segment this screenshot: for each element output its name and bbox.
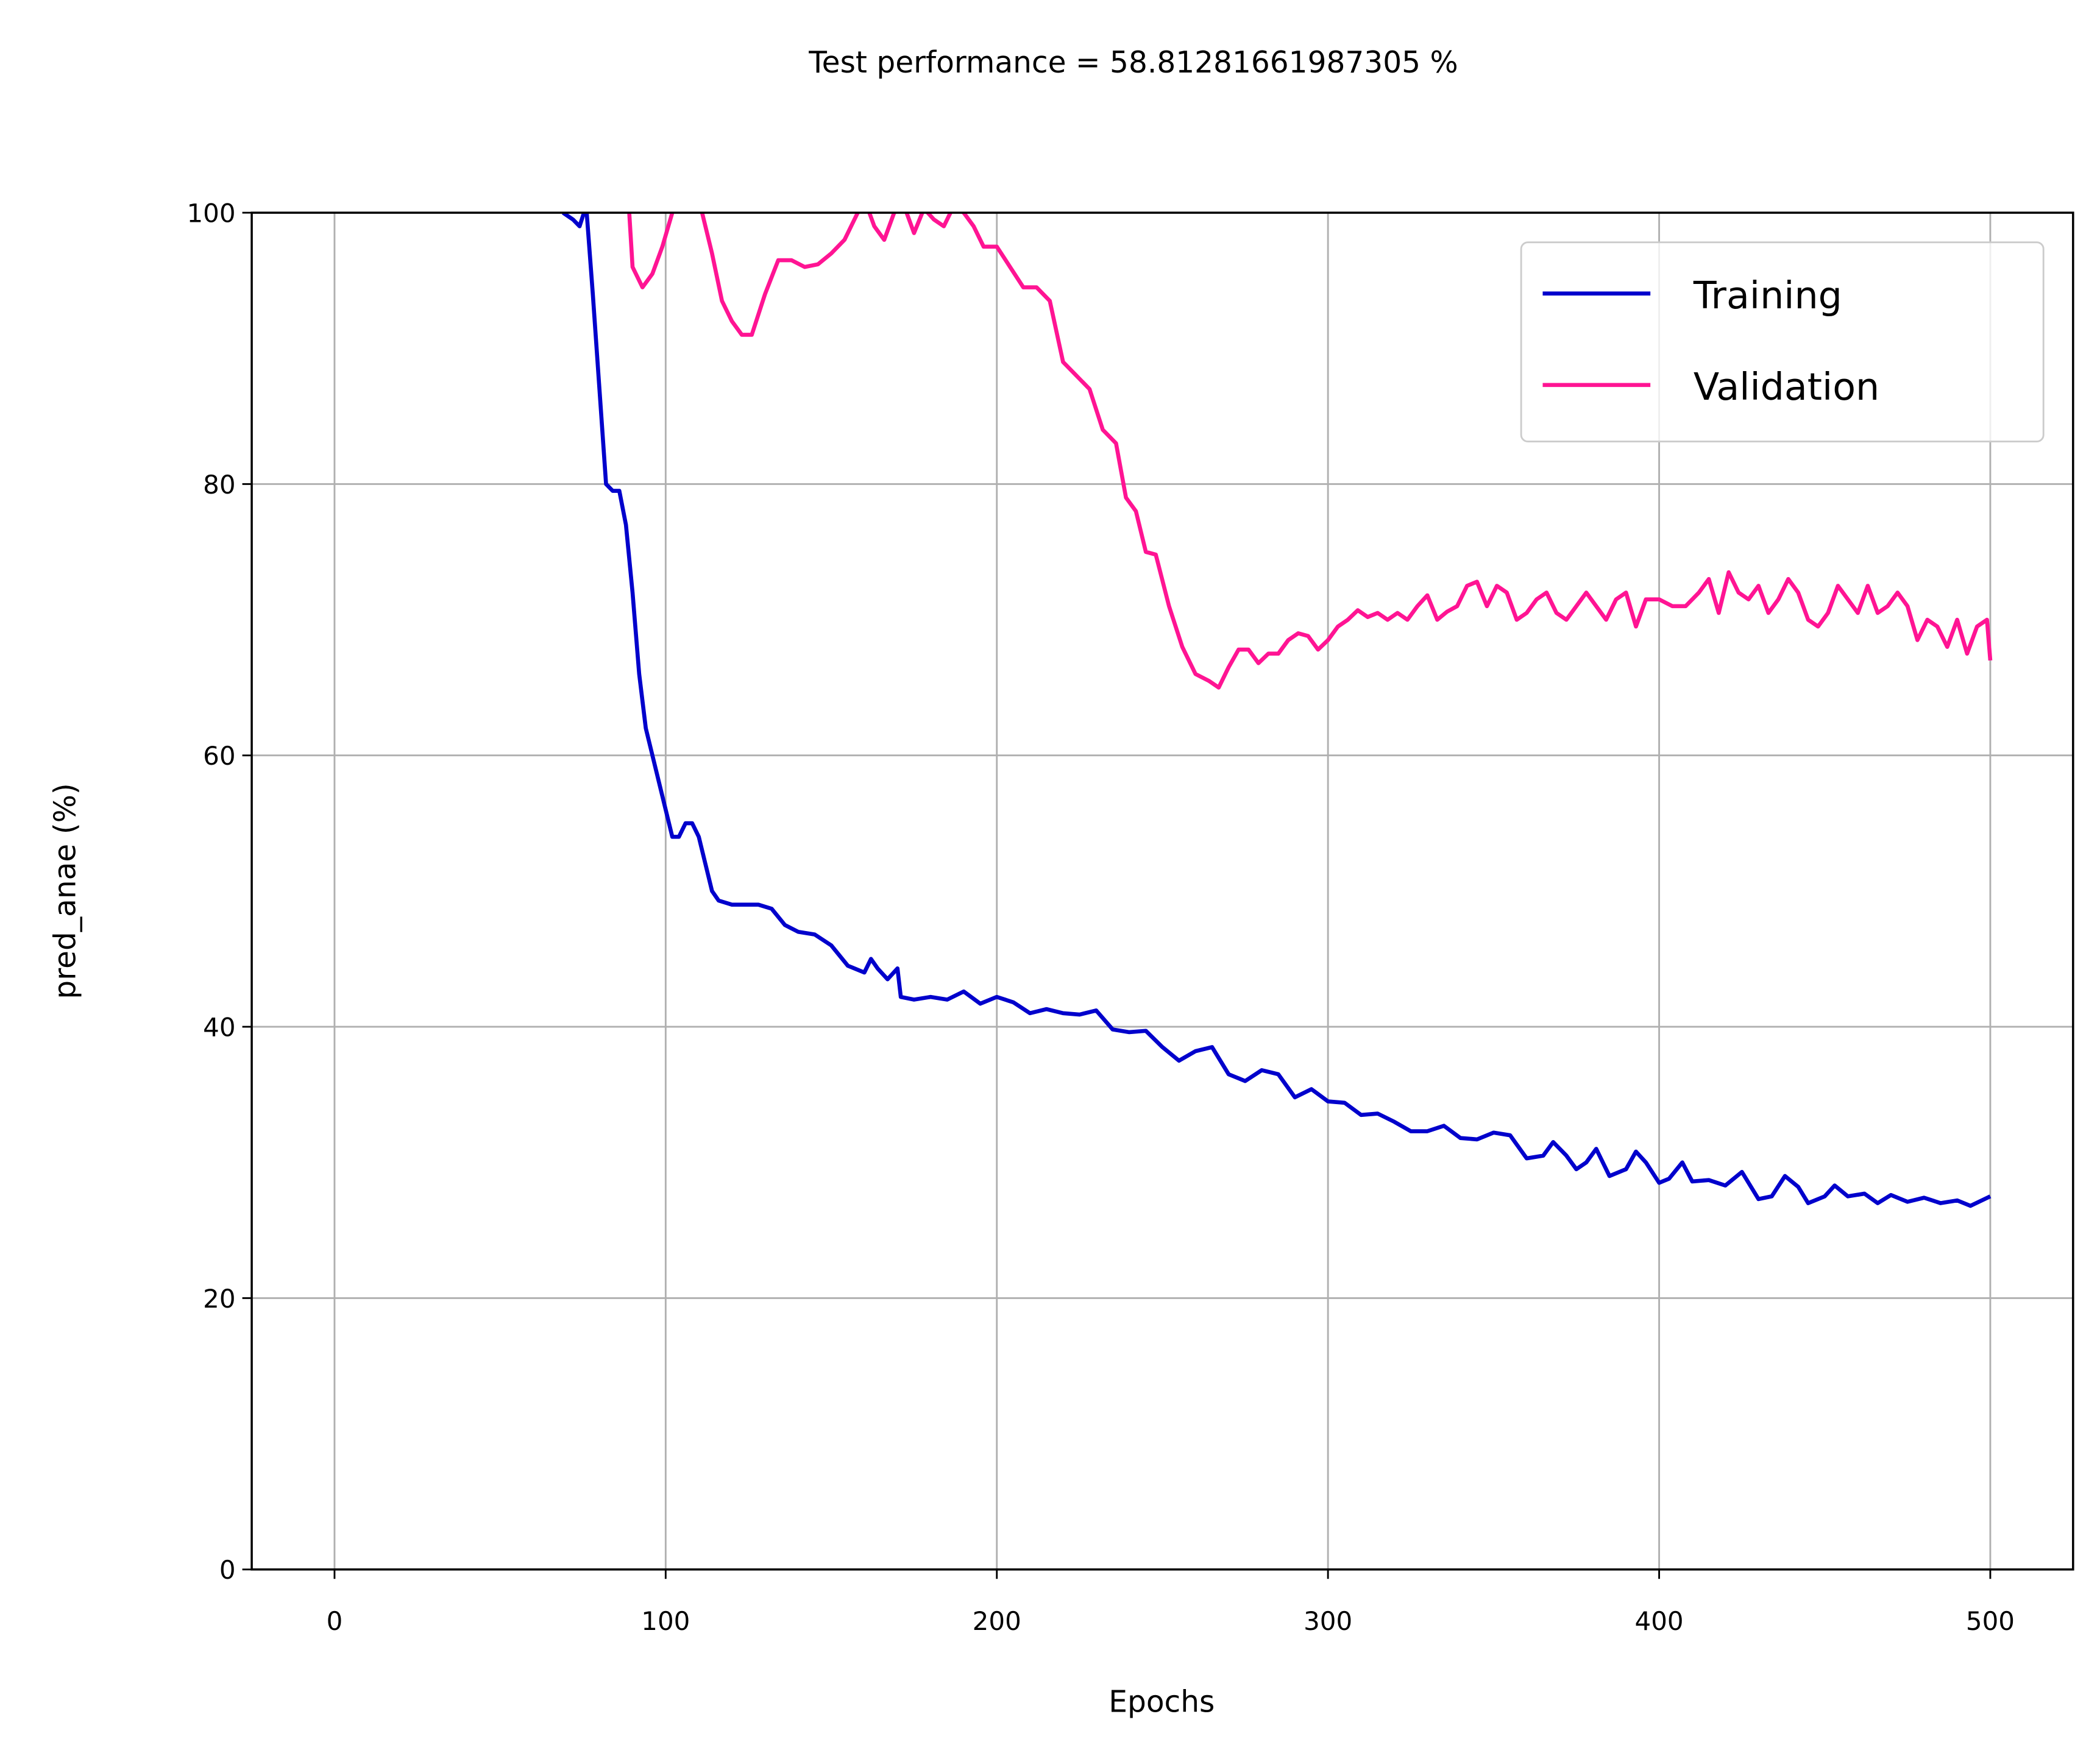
- series-line: [562, 213, 1992, 1208]
- chart-title: Test performance = 58.81281661987305 %: [808, 46, 1458, 80]
- y-tick-label: 80: [203, 470, 235, 500]
- legend: Training Validation: [1520, 241, 2045, 443]
- legend-box: [1520, 241, 2045, 443]
- x-tick-label: 200: [973, 1606, 1021, 1636]
- x-tick-label: 400: [1635, 1606, 1684, 1636]
- y-tick-label: 60: [203, 741, 235, 771]
- plot-lines: [562, 213, 1993, 1208]
- plot-frame: [250, 211, 2074, 1571]
- y-tick-label: 40: [203, 1013, 235, 1043]
- legend-label: Validation: [1694, 365, 1879, 409]
- series-line: [627, 213, 1993, 690]
- x-axis-label: Epochs: [1109, 1685, 1215, 1720]
- legend-label: Training: [1693, 274, 1842, 317]
- y-axis-label: pred_anae (%): [48, 783, 82, 999]
- x-tick-label: 0: [327, 1606, 343, 1636]
- y-tick-label: 20: [203, 1284, 235, 1314]
- y-tick-label: 0: [219, 1555, 236, 1585]
- x-tick-label: 500: [1966, 1606, 2015, 1636]
- x-tick-label: 100: [641, 1606, 690, 1636]
- y-tick-label: 100: [186, 199, 235, 228]
- x-tick-label: 300: [1304, 1606, 1352, 1636]
- ticks: 0 100 200 300 400 500 0 20 40 60 80 100: [186, 199, 2015, 1637]
